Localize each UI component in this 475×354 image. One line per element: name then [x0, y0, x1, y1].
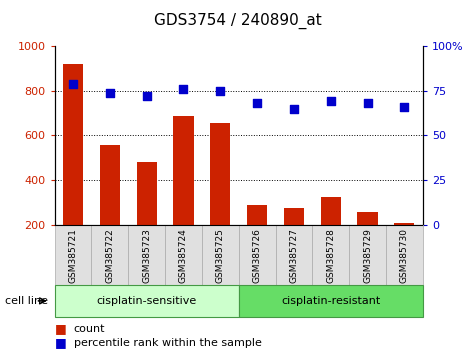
- Bar: [100, 145, 120, 269]
- Point: [106, 90, 114, 95]
- Text: cisplatin-sensitive: cisplatin-sensitive: [96, 296, 197, 306]
- Bar: [128, 225, 165, 285]
- Bar: [357, 212, 378, 269]
- Text: percentile rank within the sample: percentile rank within the sample: [74, 338, 262, 348]
- Bar: [238, 285, 423, 317]
- Bar: [284, 208, 304, 269]
- Point: [69, 81, 77, 86]
- Text: GSM385725: GSM385725: [216, 228, 225, 283]
- Point: [290, 106, 298, 112]
- Bar: [202, 225, 238, 285]
- Point: [327, 99, 334, 104]
- Text: GDS3754 / 240890_at: GDS3754 / 240890_at: [153, 12, 322, 29]
- Bar: [55, 225, 91, 285]
- Point: [364, 101, 371, 106]
- Text: GSM385729: GSM385729: [363, 228, 372, 283]
- Text: ■: ■: [55, 322, 66, 335]
- Point: [400, 104, 408, 110]
- Bar: [394, 223, 415, 269]
- Point: [180, 86, 187, 92]
- Text: GSM385730: GSM385730: [400, 228, 409, 283]
- Bar: [63, 64, 83, 269]
- Text: GSM385726: GSM385726: [253, 228, 262, 283]
- Text: ■: ■: [55, 336, 66, 349]
- Bar: [165, 225, 202, 285]
- Bar: [173, 116, 194, 269]
- Bar: [321, 197, 341, 269]
- Text: count: count: [74, 324, 105, 333]
- Bar: [238, 225, 276, 285]
- Text: GSM385724: GSM385724: [179, 228, 188, 282]
- Point: [143, 93, 151, 99]
- Bar: [91, 225, 128, 285]
- Point: [217, 88, 224, 93]
- Point: [253, 101, 261, 106]
- Text: cell line: cell line: [5, 296, 48, 306]
- Bar: [313, 225, 349, 285]
- Text: GSM385723: GSM385723: [142, 228, 151, 283]
- Text: GSM385727: GSM385727: [289, 228, 298, 283]
- Bar: [136, 162, 157, 269]
- Bar: [210, 123, 230, 269]
- Bar: [276, 225, 313, 285]
- Bar: [349, 225, 386, 285]
- Text: cisplatin-resistant: cisplatin-resistant: [281, 296, 380, 306]
- Text: GSM385721: GSM385721: [68, 228, 77, 283]
- Bar: [247, 205, 267, 269]
- Bar: [55, 285, 238, 317]
- Text: GSM385722: GSM385722: [105, 228, 114, 282]
- Bar: [386, 225, 423, 285]
- Text: GSM385728: GSM385728: [326, 228, 335, 283]
